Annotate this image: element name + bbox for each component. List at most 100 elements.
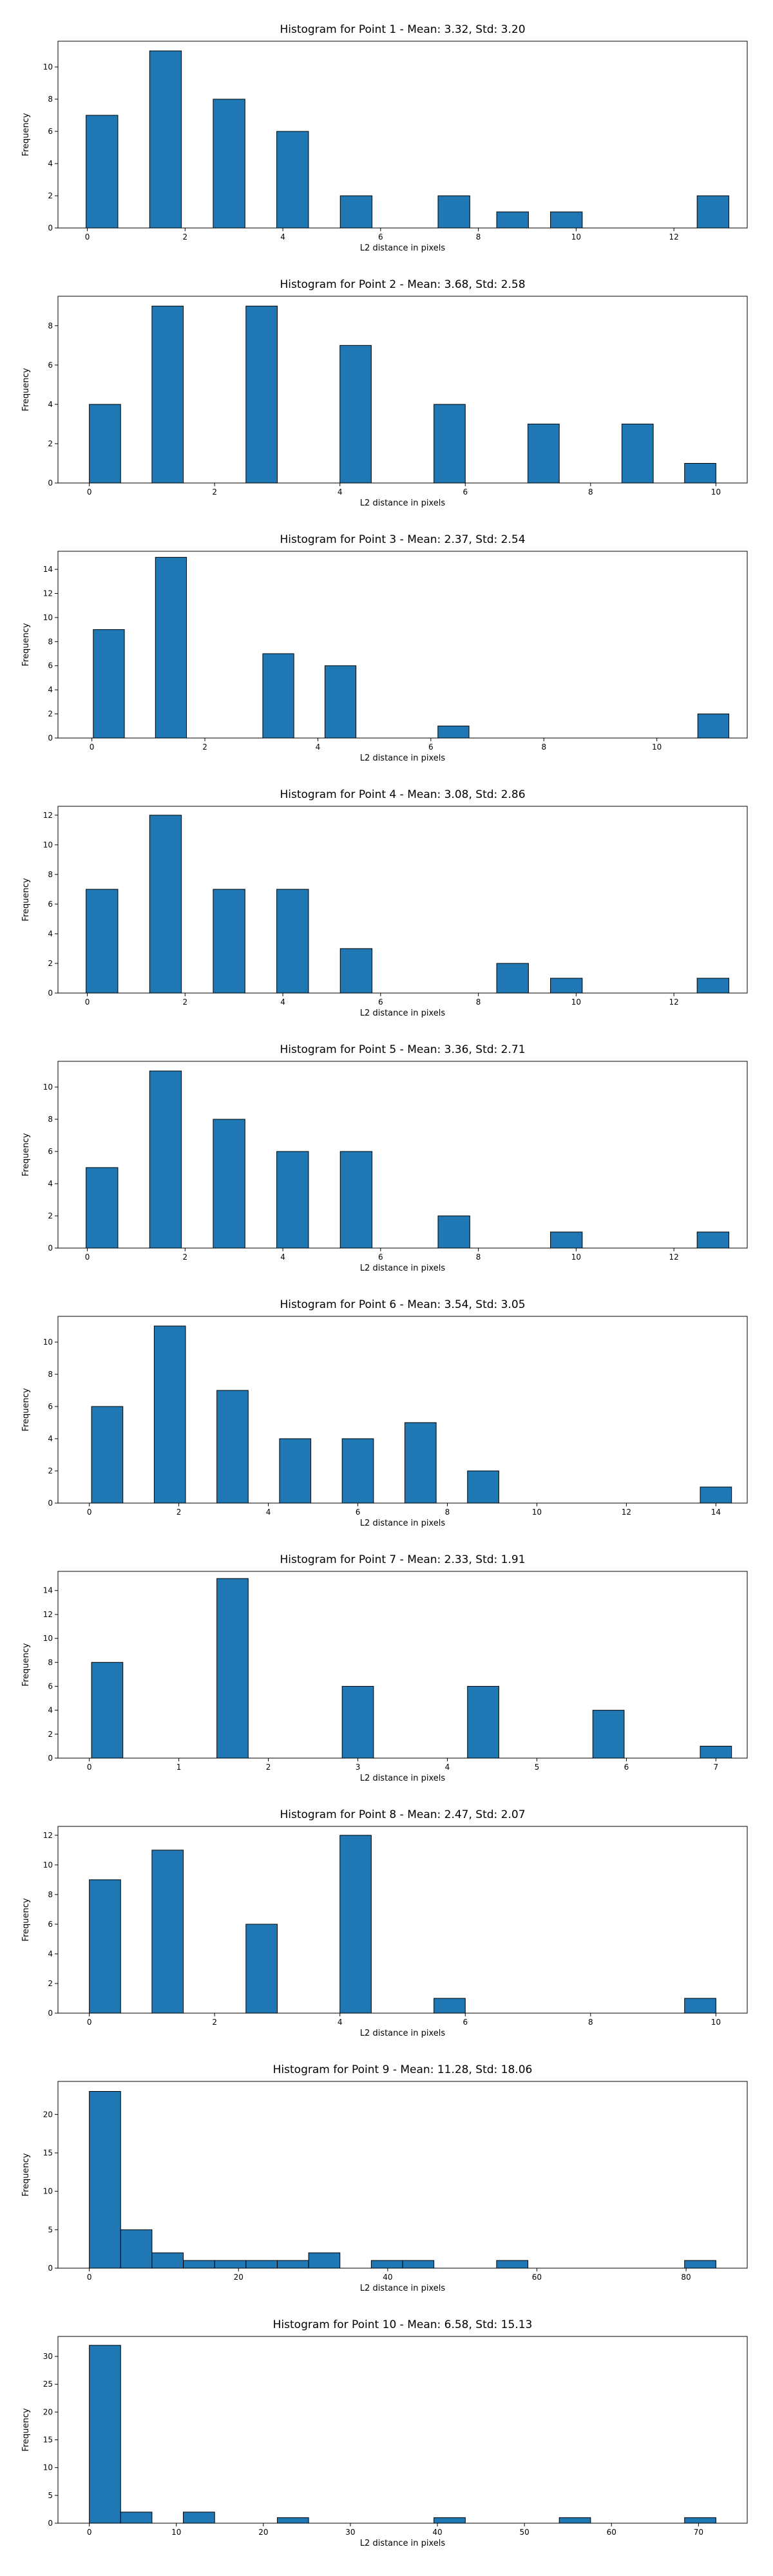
x-tick-label: 10 bbox=[711, 488, 721, 497]
y-tick-label: 14 bbox=[43, 1586, 53, 1595]
x-tick-label: 10 bbox=[532, 1508, 542, 1517]
histogram-chart: Histogram for Point 10 - Mean: 6.58, Std… bbox=[21, 2318, 748, 2548]
y-axis-label: Frequency bbox=[21, 1643, 31, 1686]
x-axis-label: L2 distance in pixels bbox=[360, 1774, 446, 1783]
histogram-bar bbox=[684, 1998, 716, 2014]
y-axis-label: Frequency bbox=[21, 113, 31, 156]
x-tick-label: 6 bbox=[378, 1253, 383, 1262]
histogram-bar bbox=[437, 1215, 470, 1249]
histogram-bar bbox=[496, 963, 529, 994]
x-tick-label: 8 bbox=[541, 743, 546, 752]
histogram-bar bbox=[592, 1710, 625, 1759]
x-tick-label: 40 bbox=[383, 2273, 392, 2282]
y-tick-label: 12 bbox=[43, 1831, 53, 1840]
y-axis-label: Frequency bbox=[21, 2408, 31, 2451]
y-tick-label: 4 bbox=[48, 1179, 53, 1188]
y-tick-label: 10 bbox=[43, 1861, 53, 1870]
histogram-bar bbox=[213, 889, 245, 994]
bar-group bbox=[89, 1835, 716, 2014]
histogram-chart: Histogram for Point 2 - Mean: 3.68, Std:… bbox=[21, 278, 748, 508]
bar-group bbox=[91, 1325, 732, 1504]
x-tick-label: 8 bbox=[476, 1253, 481, 1262]
histogram-bar bbox=[89, 1879, 121, 2014]
x-tick-label: 4 bbox=[445, 1763, 450, 1772]
plot-frame bbox=[57, 806, 748, 994]
x-tick-label: 2 bbox=[266, 1763, 271, 1772]
chart-title: Histogram for Point 1 - Mean: 3.32, Std:… bbox=[280, 23, 525, 36]
x-tick-label: 6 bbox=[463, 488, 468, 497]
plot-frame bbox=[57, 2081, 748, 2269]
histogram-bar bbox=[496, 211, 529, 229]
y-tick-label: 6 bbox=[48, 1920, 53, 1929]
histogram-bar bbox=[324, 665, 357, 739]
x-tick-label: 6 bbox=[428, 743, 434, 752]
y-tick-label: 6 bbox=[48, 661, 53, 670]
histogram-bar bbox=[89, 2345, 121, 2524]
x-tick-label: 4 bbox=[338, 2018, 343, 2027]
x-axis-label: L2 distance in pixels bbox=[360, 1264, 446, 1273]
x-tick-label: 6 bbox=[356, 1508, 361, 1517]
y-axis-label: Frequency bbox=[21, 1898, 31, 1941]
histogram-bar bbox=[216, 1578, 249, 1759]
x-axis-label: L2 distance in pixels bbox=[360, 753, 446, 763]
y-tick-label: 0 bbox=[48, 1499, 53, 1508]
histogram-bar bbox=[341, 1438, 374, 1504]
histogram-bar bbox=[496, 2260, 529, 2269]
y-tick-label: 6 bbox=[48, 1681, 53, 1690]
x-axis-label: L2 distance in pixels bbox=[360, 243, 446, 253]
x-tick-label: 4 bbox=[280, 998, 285, 1007]
plot-frame bbox=[57, 41, 748, 229]
histogram-bar bbox=[86, 889, 119, 994]
x-tick-label: 2 bbox=[182, 232, 187, 242]
y-tick-label: 0 bbox=[48, 478, 53, 488]
histogram-bar bbox=[262, 653, 294, 739]
x-tick-label: 2 bbox=[212, 488, 217, 497]
histogram-bar bbox=[528, 423, 560, 484]
y-tick-label: 4 bbox=[48, 1706, 53, 1715]
histogram-bar bbox=[245, 305, 278, 484]
histogram-chart: Histogram for Point 1 - Mean: 3.32, Std:… bbox=[21, 23, 748, 253]
y-tick-label: 0 bbox=[48, 1754, 53, 1763]
histogram-bar bbox=[550, 978, 583, 994]
histogram-bar bbox=[216, 1390, 249, 1504]
bar-group bbox=[93, 556, 729, 739]
x-tick-label: 7 bbox=[714, 1763, 719, 1772]
x-tick-label: 12 bbox=[669, 1253, 679, 1262]
y-axis-label: Frequency bbox=[21, 368, 31, 411]
x-axis-label: L2 distance in pixels bbox=[360, 498, 446, 508]
x-tick-label: 12 bbox=[669, 998, 679, 1007]
histogram-bar bbox=[339, 1151, 373, 1249]
y-tick-label: 10 bbox=[43, 1083, 53, 1092]
histogram-bar bbox=[339, 195, 373, 229]
x-tick-label: 0 bbox=[87, 1508, 92, 1517]
chart-title: Histogram for Point 3 - Mean: 2.37, Std:… bbox=[280, 533, 525, 546]
histogram-bar bbox=[550, 1231, 583, 1249]
y-tick-label: 5 bbox=[48, 2491, 53, 2500]
x-tick-label: 2 bbox=[202, 743, 207, 752]
y-tick-label: 0 bbox=[48, 734, 53, 743]
y-tick-label: 2 bbox=[48, 1211, 53, 1220]
histogram-bar bbox=[437, 195, 470, 229]
x-tick-label: 70 bbox=[694, 2528, 703, 2537]
x-tick-label: 6 bbox=[463, 2018, 468, 2027]
y-tick-label: 2 bbox=[48, 1979, 53, 1988]
histogram-bar bbox=[434, 1998, 466, 2014]
y-tick-label: 12 bbox=[43, 811, 53, 820]
y-tick-label: 2 bbox=[48, 959, 53, 968]
bar-group bbox=[91, 1578, 732, 1759]
y-tick-label: 12 bbox=[43, 1610, 53, 1619]
y-tick-label: 2 bbox=[48, 439, 53, 448]
x-tick-label: 3 bbox=[356, 1763, 361, 1772]
histogram-bar bbox=[339, 345, 372, 484]
histogram-bar bbox=[684, 2517, 716, 2524]
x-axis-label: L2 distance in pixels bbox=[360, 1009, 446, 1018]
chart-title: Histogram for Point 8 - Mean: 2.47, Std:… bbox=[280, 1808, 525, 1821]
x-tick-label: 2 bbox=[177, 1508, 182, 1517]
y-tick-label: 0 bbox=[48, 1244, 53, 1253]
y-tick-label: 8 bbox=[48, 870, 53, 879]
y-tick-label: 2 bbox=[48, 1730, 53, 1739]
histogram-bar bbox=[404, 1422, 437, 1504]
y-tick-label: 8 bbox=[48, 321, 53, 330]
histogram-bar bbox=[151, 305, 184, 484]
x-tick-label: 0 bbox=[85, 232, 90, 242]
